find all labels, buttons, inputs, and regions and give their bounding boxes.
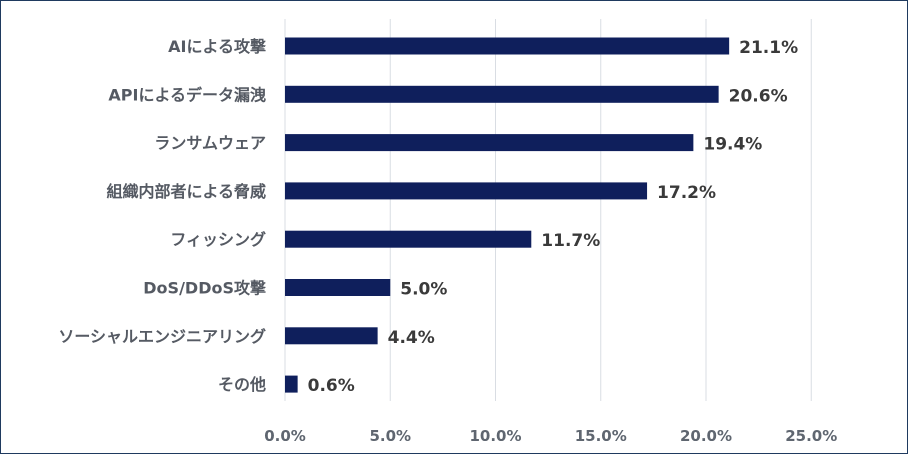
bar: [285, 182, 648, 200]
x-tick-label: 5.0%: [369, 427, 411, 445]
category-label: DoS/DDoS攻撃: [143, 279, 266, 298]
x-tick-label: 0.0%: [264, 427, 306, 445]
x-tick-label: 15.0%: [575, 427, 627, 445]
category-label: 組織内部者による脅威: [106, 182, 266, 201]
data-label: 5.0%: [400, 280, 447, 300]
bars: [285, 37, 730, 393]
bar: [285, 279, 391, 296]
labels: 0.0% 5.0% 10.0% 15.0% 20.0% 25.0% AIによる攻撃 21.1%…: [58, 37, 837, 445]
data-label: 19.4%: [703, 135, 762, 155]
bar: [285, 230, 532, 248]
category-label: AIによる攻撃: [168, 37, 266, 56]
x-tick-label: 25.0%: [785, 427, 837, 445]
category-label: ランサムウェア: [154, 134, 266, 153]
data-label: 20.6%: [729, 86, 788, 106]
data-label: 21.1%: [739, 38, 798, 58]
bar: [285, 37, 730, 55]
data-label: 0.6%: [308, 376, 355, 396]
category-label: APIによるデータ漏洩: [108, 85, 266, 104]
bar: [285, 134, 694, 152]
data-label: 11.7%: [541, 231, 600, 251]
x-tick-label: 10.0%: [469, 427, 521, 445]
bar: [285, 327, 378, 345]
category-label: フィッシング: [170, 230, 266, 249]
x-tick-label: 20.0%: [680, 427, 732, 445]
bar: [285, 375, 298, 393]
bar: [285, 85, 719, 103]
category-label: ソーシャルエンジニアリング: [58, 327, 266, 346]
data-label: 17.2%: [657, 183, 716, 203]
data-label: 4.4%: [388, 328, 435, 348]
category-label: その他: [218, 375, 266, 394]
